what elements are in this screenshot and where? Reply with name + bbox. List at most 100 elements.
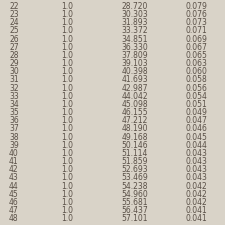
Text: 0.042: 0.042 <box>185 182 207 191</box>
Text: 1.0: 1.0 <box>61 149 74 158</box>
Text: 36: 36 <box>9 116 19 125</box>
Text: 0.049: 0.049 <box>185 108 207 117</box>
Text: 0.043: 0.043 <box>185 173 207 182</box>
Text: 0.043: 0.043 <box>185 165 207 174</box>
Text: 1.0: 1.0 <box>61 51 74 60</box>
Text: 54.960: 54.960 <box>122 190 148 199</box>
Text: 48.190: 48.190 <box>122 124 148 133</box>
Text: 37: 37 <box>9 124 19 133</box>
Text: 0.076: 0.076 <box>185 10 207 19</box>
Text: 1.0: 1.0 <box>61 43 74 52</box>
Text: 0.071: 0.071 <box>185 26 207 35</box>
Text: 49.168: 49.168 <box>122 133 148 142</box>
Text: 48: 48 <box>9 214 19 223</box>
Text: 51.859: 51.859 <box>122 157 148 166</box>
Text: 1.0: 1.0 <box>61 124 74 133</box>
Text: 42.987: 42.987 <box>122 83 148 92</box>
Text: 44.042: 44.042 <box>122 92 148 101</box>
Text: 39.103: 39.103 <box>122 59 148 68</box>
Text: 1.0: 1.0 <box>61 18 74 27</box>
Text: 25: 25 <box>9 26 19 35</box>
Text: 29: 29 <box>9 59 19 68</box>
Text: 26: 26 <box>9 34 19 43</box>
Text: 1.0: 1.0 <box>61 100 74 109</box>
Text: 1.0: 1.0 <box>61 165 74 174</box>
Text: 1.0: 1.0 <box>61 141 74 150</box>
Text: 0.058: 0.058 <box>185 75 207 84</box>
Text: 57.101: 57.101 <box>122 214 148 223</box>
Text: 40.398: 40.398 <box>122 67 148 76</box>
Text: 1.0: 1.0 <box>61 83 74 92</box>
Text: 1.0: 1.0 <box>61 10 74 19</box>
Text: 0.043: 0.043 <box>185 149 207 158</box>
Text: 0.041: 0.041 <box>185 206 207 215</box>
Text: 32: 32 <box>9 83 19 92</box>
Text: 1.0: 1.0 <box>61 92 74 101</box>
Text: 34.851: 34.851 <box>122 34 148 43</box>
Text: 0.056: 0.056 <box>185 83 207 92</box>
Text: 0.041: 0.041 <box>185 214 207 223</box>
Text: 1.0: 1.0 <box>61 206 74 215</box>
Text: 0.047: 0.047 <box>185 116 207 125</box>
Text: 1.0: 1.0 <box>61 26 74 35</box>
Text: 35: 35 <box>9 108 19 117</box>
Text: 1.0: 1.0 <box>61 67 74 76</box>
Text: 0.043: 0.043 <box>185 157 207 166</box>
Text: 52.693: 52.693 <box>122 165 148 174</box>
Text: 47: 47 <box>9 206 19 215</box>
Text: 1.0: 1.0 <box>61 182 74 191</box>
Text: 0.042: 0.042 <box>185 198 207 207</box>
Text: 43: 43 <box>9 173 19 182</box>
Text: 37.809: 37.809 <box>122 51 148 60</box>
Text: 36.330: 36.330 <box>122 43 148 52</box>
Text: 0.067: 0.067 <box>185 43 207 52</box>
Text: 56.437: 56.437 <box>122 206 148 215</box>
Text: 0.044: 0.044 <box>185 141 207 150</box>
Text: 1.0: 1.0 <box>61 190 74 199</box>
Text: 1.0: 1.0 <box>61 75 74 84</box>
Text: 33.372: 33.372 <box>122 26 148 35</box>
Text: 55.681: 55.681 <box>122 198 148 207</box>
Text: 23: 23 <box>9 10 19 19</box>
Text: 1.0: 1.0 <box>61 116 74 125</box>
Text: 44: 44 <box>9 182 19 191</box>
Text: 45: 45 <box>9 190 19 199</box>
Text: 31: 31 <box>9 75 19 84</box>
Text: 1.0: 1.0 <box>61 59 74 68</box>
Text: 0.045: 0.045 <box>185 133 207 142</box>
Text: 53.469: 53.469 <box>122 173 148 182</box>
Text: 0.042: 0.042 <box>185 190 207 199</box>
Text: 0.054: 0.054 <box>185 92 207 101</box>
Text: 30.303: 30.303 <box>122 10 148 19</box>
Text: 54.238: 54.238 <box>122 182 148 191</box>
Text: 0.079: 0.079 <box>185 2 207 11</box>
Text: 28: 28 <box>9 51 18 60</box>
Text: 1.0: 1.0 <box>61 34 74 43</box>
Text: 1.0: 1.0 <box>61 133 74 142</box>
Text: 0.046: 0.046 <box>185 124 207 133</box>
Text: 1.0: 1.0 <box>61 173 74 182</box>
Text: 38: 38 <box>9 133 19 142</box>
Text: 30: 30 <box>9 67 19 76</box>
Text: 42: 42 <box>9 165 19 174</box>
Text: 24: 24 <box>9 18 19 27</box>
Text: 41.693: 41.693 <box>122 75 148 84</box>
Text: 31.893: 31.893 <box>122 18 148 27</box>
Text: 22: 22 <box>9 2 18 11</box>
Text: 1.0: 1.0 <box>61 2 74 11</box>
Text: 50.146: 50.146 <box>122 141 148 150</box>
Text: 0.073: 0.073 <box>185 18 207 27</box>
Text: 1.0: 1.0 <box>61 214 74 223</box>
Text: 47.212: 47.212 <box>122 116 148 125</box>
Text: 0.063: 0.063 <box>185 59 207 68</box>
Text: 33: 33 <box>9 92 19 101</box>
Text: 39: 39 <box>9 141 19 150</box>
Text: 0.060: 0.060 <box>185 67 207 76</box>
Text: 27: 27 <box>9 43 19 52</box>
Text: 1.0: 1.0 <box>61 198 74 207</box>
Text: 46: 46 <box>9 198 19 207</box>
Text: 1.0: 1.0 <box>61 108 74 117</box>
Text: 28.720: 28.720 <box>122 2 148 11</box>
Text: 34: 34 <box>9 100 19 109</box>
Text: 46.155: 46.155 <box>122 108 148 117</box>
